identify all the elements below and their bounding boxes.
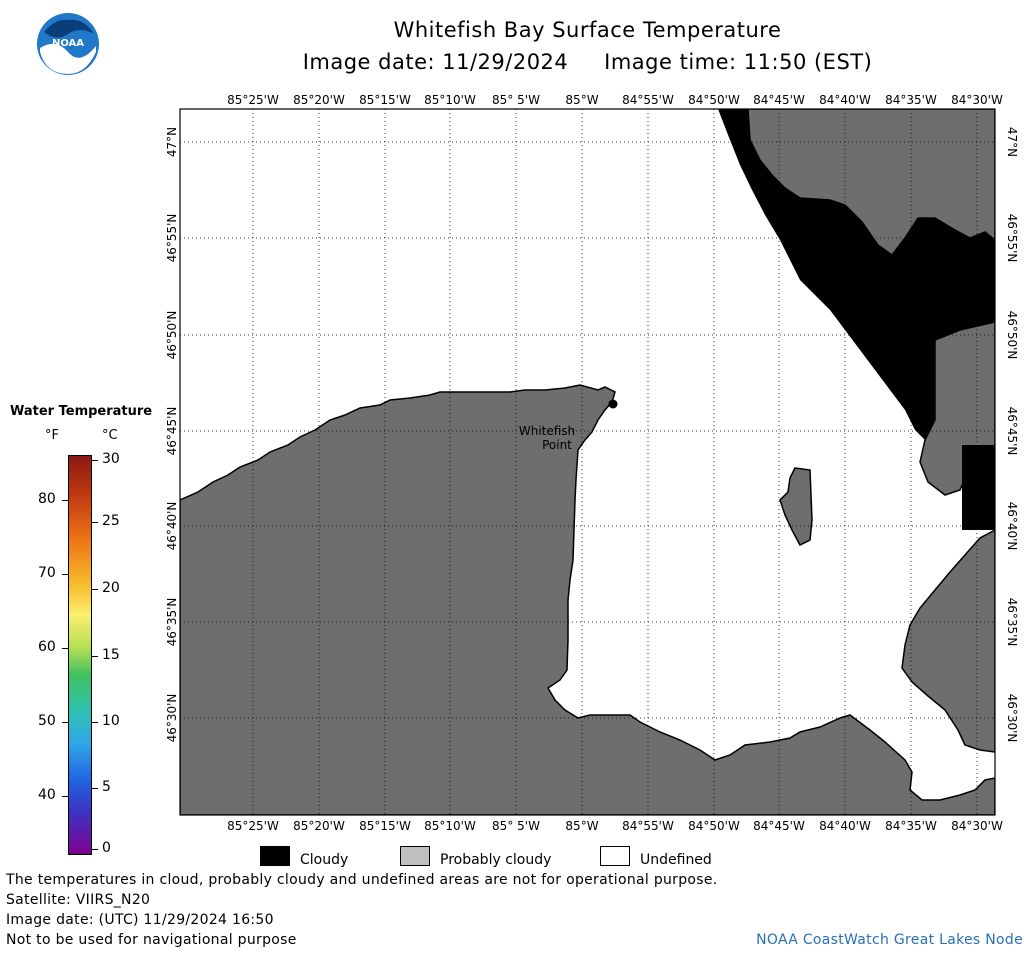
longitude-label: 85°20'W bbox=[293, 819, 345, 833]
colorbar-tick-mark bbox=[62, 796, 68, 797]
colorbar-tick-mark bbox=[92, 589, 98, 590]
longitude-label: 84°30'W bbox=[951, 819, 1003, 833]
longitude-label: 84°55'W bbox=[622, 93, 674, 107]
latitude-labels-right: 47°N 46°55'N 46°50'N 46°45'N 46°40'N 46°35'N 4… bbox=[1005, 127, 1019, 743]
cloud-area-east bbox=[962, 445, 995, 530]
longitude-label: 85°25'W bbox=[227, 819, 279, 833]
image-date-line: Image date: 11/29/2024 Image time: 11:50… bbox=[302, 50, 873, 74]
colorbar-title: Water Temperature bbox=[10, 404, 153, 419]
colorbar-tick-mark bbox=[92, 849, 98, 850]
longitude-label: 85°20'W bbox=[293, 93, 345, 107]
legend-label-probably-cloudy: Probably cloudy bbox=[440, 852, 552, 868]
longitude-label: 85°10'W bbox=[424, 819, 476, 833]
footer-navigation-warning: Not to be used for navigational purpose bbox=[6, 932, 297, 948]
colorbar-tick-mark bbox=[92, 722, 98, 723]
colorbar-tick-c: 0 bbox=[102, 840, 111, 856]
longitude-labels-bottom: 85°25'W 85°20'W 85°15'W 85°10'W 85° 5'W 85°W 8… bbox=[227, 819, 1003, 833]
colorbar-unit-c: °C bbox=[102, 428, 118, 443]
longitude-label: 85° 5'W bbox=[492, 93, 540, 107]
colorbar-tick-mark bbox=[62, 648, 68, 649]
colorbar-tick-mark bbox=[62, 500, 68, 501]
longitude-label: 85° 5'W bbox=[492, 819, 540, 833]
latitude-label: 47°N bbox=[1005, 127, 1019, 157]
place-label-line2: Point bbox=[542, 438, 572, 452]
latitude-label: 46°35'N bbox=[1005, 598, 1019, 647]
legend-label-undefined: Undefined bbox=[640, 852, 712, 868]
legend-label-cloudy: Cloudy bbox=[300, 852, 349, 868]
whitefish-point-marker bbox=[608, 399, 618, 409]
longitude-label: 84°35'W bbox=[885, 93, 937, 107]
longitude-label: 84°40'W bbox=[819, 819, 871, 833]
longitude-label: 84°30'W bbox=[951, 93, 1003, 107]
footer-credit: NOAA CoastWatch Great Lakes Node bbox=[756, 932, 1023, 948]
latitude-label: 46°55'N bbox=[1005, 214, 1019, 263]
footer-satellite: Satellite: VIIRS_N20 bbox=[6, 892, 151, 908]
longitude-label: 85°W bbox=[565, 819, 598, 833]
footer-utc-date: Image date: (UTC) 11/29/2024 16:50 bbox=[6, 912, 274, 928]
latitude-label: 46°40'N bbox=[1005, 502, 1019, 551]
place-label-line1: Whitefish bbox=[519, 424, 575, 438]
legend-swatch-undefined bbox=[600, 846, 630, 866]
latitude-label: 46°35'N bbox=[165, 598, 179, 647]
latitude-label: 46°50'N bbox=[165, 311, 179, 360]
colorbar-tick-mark bbox=[92, 788, 98, 789]
colorbar-tick-mark bbox=[92, 460, 98, 461]
noaa-logo-icon: NOAA bbox=[37, 13, 99, 75]
colorbar-tick-c: 30 bbox=[102, 451, 120, 467]
land-southeast bbox=[901, 529, 995, 753]
map-frame bbox=[179, 108, 996, 816]
colorbar-tick-c: 20 bbox=[102, 580, 120, 596]
latitude-label: 46°30'N bbox=[165, 694, 179, 743]
latitude-label: 46°30'N bbox=[1005, 694, 1019, 743]
land-west bbox=[180, 384, 995, 815]
latitude-label: 46°45'N bbox=[165, 407, 179, 456]
colorbar-tick-f: 40 bbox=[38, 787, 56, 803]
colorbar-tick-f: 60 bbox=[38, 639, 56, 655]
longitude-label: 84°45'W bbox=[753, 93, 805, 107]
longitude-label: 85°15'W bbox=[359, 819, 411, 833]
longitude-label: 84°45'W bbox=[753, 819, 805, 833]
colorbar-tick-f: 50 bbox=[38, 713, 56, 729]
latitude-label: 46°45'N bbox=[1005, 407, 1019, 456]
colorbar-tick-c: 15 bbox=[102, 647, 120, 663]
colorbar-tick-f: 80 bbox=[38, 491, 56, 507]
longitude-label: 85°W bbox=[565, 93, 598, 107]
map-title: Whitefish Bay Surface Temperature bbox=[393, 18, 782, 42]
latitude-labels-left: 47°N 46°55'N 46°50'N 46°45'N 46°40'N 46°35'N 4… bbox=[165, 127, 179, 743]
colorbar-tick-f: 70 bbox=[38, 565, 56, 581]
longitude-label: 85°10'W bbox=[424, 93, 476, 107]
longitude-label: 84°55'W bbox=[622, 819, 674, 833]
latitude-label: 46°55'N bbox=[165, 214, 179, 263]
latitude-label: 46°50'N bbox=[1005, 311, 1019, 360]
logo-text: NOAA bbox=[52, 38, 84, 49]
longitude-label: 84°40'W bbox=[819, 93, 871, 107]
longitude-labels-top: 85°25'W 85°20'W 85°15'W 85°10'W 85° 5'W 85°W 8… bbox=[227, 93, 1003, 107]
colorbar-tick-mark bbox=[62, 574, 68, 575]
latitude-label: 47°N bbox=[165, 127, 179, 157]
colorbar-tick-c: 5 bbox=[102, 779, 111, 795]
colorbar-tick-c: 25 bbox=[102, 513, 120, 529]
longitude-label: 84°50'W bbox=[688, 93, 740, 107]
colorbar-tick-c: 10 bbox=[102, 713, 120, 729]
longitude-label: 84°50'W bbox=[688, 819, 740, 833]
cloud-area-north bbox=[718, 109, 995, 440]
graticule bbox=[180, 109, 995, 815]
colorbar-tick-mark bbox=[92, 656, 98, 657]
colorbar-unit-f: °F bbox=[45, 428, 59, 443]
colorbar-tick-mark bbox=[92, 522, 98, 523]
latitude-label: 46°40'N bbox=[165, 502, 179, 551]
legend-swatch-probably-cloudy bbox=[400, 846, 430, 866]
colorbar-tick-mark bbox=[62, 722, 68, 723]
colorbar bbox=[68, 455, 92, 855]
legend-swatch-cloudy bbox=[260, 846, 290, 866]
longitude-label: 84°35'W bbox=[885, 819, 937, 833]
longitude-label: 85°15'W bbox=[359, 93, 411, 107]
longitude-label: 85°25'W bbox=[227, 93, 279, 107]
footer-disclaimer: The temperatures in cloud, probably clou… bbox=[6, 872, 718, 888]
